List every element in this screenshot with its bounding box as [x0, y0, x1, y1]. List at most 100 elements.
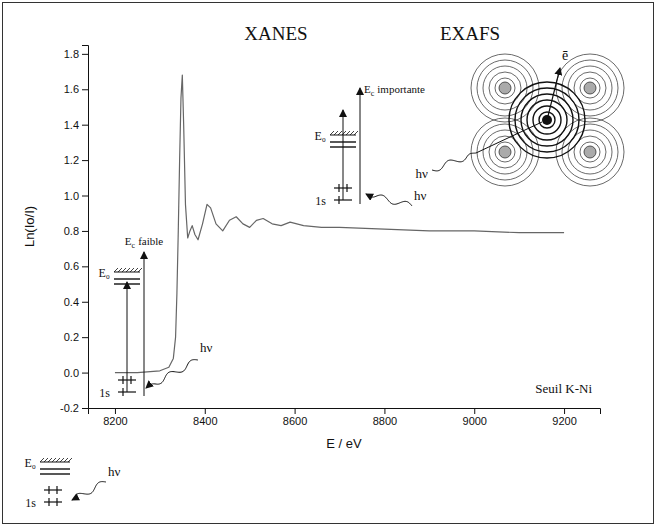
y-tick-mark	[82, 337, 88, 338]
y-tick-mark	[82, 54, 88, 55]
neighbour-atom	[499, 146, 511, 158]
backscatter-wave	[580, 78, 600, 98]
x-tick-label: 8400	[193, 415, 217, 427]
electron	[48, 486, 49, 494]
backscatter-wave	[489, 72, 521, 104]
level-label: 1s	[315, 194, 326, 208]
electron	[130, 376, 131, 384]
continuum-hatch	[350, 131, 354, 135]
x-tick: 8400	[193, 408, 217, 427]
x-tick-mark	[564, 408, 565, 414]
y-tick: 0.2	[64, 331, 88, 343]
y-tick: 0.8	[64, 225, 88, 237]
continuum-hatch	[52, 458, 56, 462]
kinetic-index: c	[371, 89, 375, 98]
x-tick-mark	[115, 408, 116, 414]
neighbour-atom	[584, 82, 596, 94]
y-tick: 0.0	[64, 367, 88, 379]
x-tick-label: 8200	[103, 415, 127, 427]
x-tick: 9200	[552, 408, 576, 427]
photon-path	[476, 122, 542, 153]
x-tick: 8600	[283, 408, 307, 427]
figure-frame	[3, 3, 654, 524]
y-tick: 1.2	[64, 154, 88, 166]
electron	[122, 376, 123, 384]
x-tick-label: 8800	[373, 415, 397, 427]
y-tick: 1.0	[64, 190, 88, 202]
photon-wave	[72, 482, 106, 500]
x-tick: 8800	[373, 408, 397, 427]
x-axis-line	[89, 409, 601, 415]
continuum-hatch	[126, 268, 130, 272]
excitation-arrow	[127, 282, 128, 392]
kinetic-energy-axis	[360, 88, 361, 204]
level-label: 1s	[99, 386, 110, 400]
continuum-hatch	[354, 131, 358, 135]
level-label: E₀	[314, 129, 326, 143]
y-tick-label: 1.8	[64, 48, 79, 60]
x-axis-title: E / eV	[326, 436, 362, 451]
kinetic-word: importante	[377, 83, 425, 95]
empty-level	[40, 473, 70, 474]
y-tick-label: 0.0	[64, 367, 79, 379]
x-tick: 8200	[103, 408, 127, 427]
electron	[56, 498, 57, 506]
region-label: EXAFS	[440, 23, 500, 44]
x-tick-label: 9000	[463, 415, 487, 427]
orbital-level	[44, 501, 62, 502]
y-tick-label: 1.4	[64, 119, 79, 131]
kinetic-energy-axis	[144, 252, 145, 396]
continuum-hatch	[330, 131, 334, 135]
y-tick: 0.4	[64, 296, 88, 308]
y-tick-mark	[82, 231, 88, 232]
photon-label: hν	[200, 340, 213, 355]
photon-wave	[366, 194, 412, 206]
empty-level	[114, 278, 140, 279]
photon-wave	[432, 153, 476, 171]
y-tick-mark	[82, 196, 88, 197]
energy-diagram: E₀1shν	[24, 456, 120, 510]
continuum-hatch	[134, 268, 138, 272]
y-tick-mark	[82, 89, 88, 90]
y-tick-label: 0.8	[64, 225, 79, 237]
y-tick: 1.8	[64, 48, 88, 60]
electron	[338, 184, 339, 192]
x-tick-label: 8600	[283, 415, 307, 427]
continuum-hatch	[60, 458, 64, 462]
continuum-hatch	[48, 458, 52, 462]
level-label: E₀	[98, 266, 110, 280]
y-tick: -0.2	[60, 402, 88, 414]
photon-label: hν	[416, 166, 429, 181]
excitation-arrow	[343, 110, 344, 200]
y-tick: 1.4	[64, 119, 88, 131]
x-tick-mark	[295, 408, 296, 414]
y-tick-label: 1.0	[64, 190, 79, 202]
x-tick-label: 9200	[552, 415, 576, 427]
orbital-level	[44, 489, 62, 490]
y-tick-mark	[82, 160, 88, 161]
y-tick: 1.6	[64, 83, 88, 95]
y-tick-mark	[82, 302, 88, 303]
continuum-hatch	[64, 458, 68, 462]
backscatter-wave	[495, 142, 515, 162]
continuum-hatch	[122, 268, 126, 272]
electron	[338, 196, 339, 204]
annotations: XANESEXAFSSeuil K-NiE₀1shνE₀1sEcfaiblehν…	[24, 23, 624, 510]
kinetic-word: faible	[138, 235, 163, 247]
spectrum-line	[115, 75, 564, 372]
kinetic-index: c	[132, 241, 136, 250]
photon-label: hν	[108, 464, 121, 479]
y-tick-label: 0.2	[64, 331, 79, 343]
continuum-hatch	[338, 131, 342, 135]
backscatter-wave	[489, 136, 521, 168]
backscatter-wave	[580, 142, 600, 162]
y-axis-line	[82, 46, 89, 409]
energy-diagram: E₀1sEcfaiblehν	[98, 235, 212, 400]
continuum-hatch	[346, 131, 350, 135]
x-axis: 8200 8400 8600 8800 9000 9200	[89, 408, 601, 427]
y-tick-label: -0.2	[60, 402, 79, 414]
y-tick-mark	[82, 408, 88, 409]
y-tick-label: 0.6	[64, 260, 79, 272]
continuum-hatch	[44, 458, 48, 462]
continuum-hatch	[138, 268, 142, 272]
